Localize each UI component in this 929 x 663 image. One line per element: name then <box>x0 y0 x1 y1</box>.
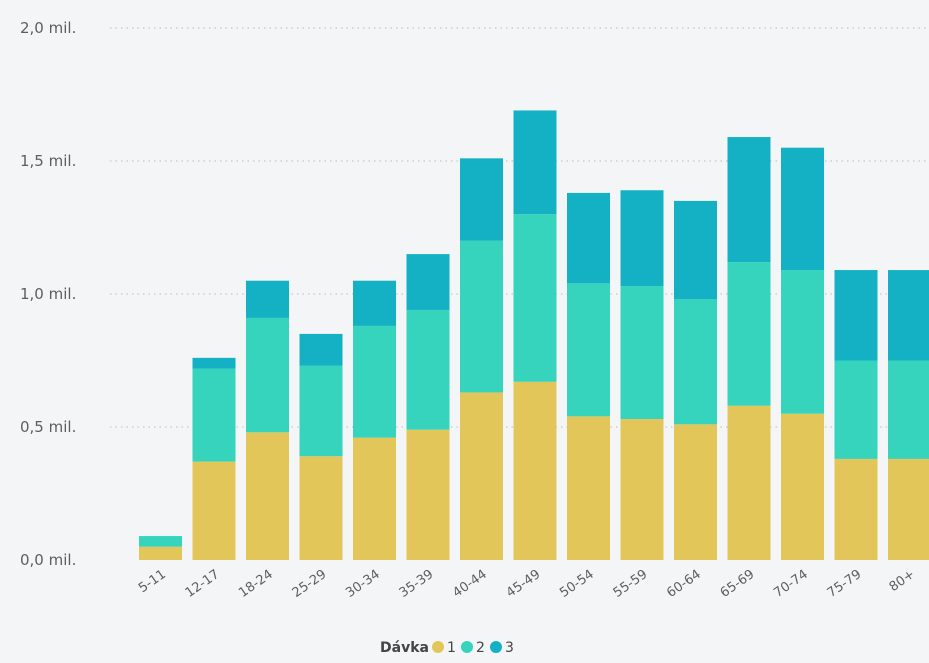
x-tick-label: 70-74 <box>771 567 811 601</box>
bar-segment-dose-2 <box>299 365 343 457</box>
legend-marker-dose-3 <box>490 641 502 653</box>
bar-segment-dose-1 <box>513 381 557 560</box>
bar-segment-dose-2 <box>139 536 182 547</box>
bar-segment-dose-2 <box>781 270 824 414</box>
x-axis-ticks: 5-11 12-17 18-24 25-29 30-34 35-39 40-44 45-49 5… <box>136 567 918 601</box>
x-tick-label: 40-44 <box>450 567 490 601</box>
bar-segment-dose-3 <box>460 158 503 241</box>
bar-segment-dose-2 <box>620 286 664 420</box>
bar-segment-dose-3 <box>246 280 289 318</box>
x-tick-label: 80+ <box>887 567 918 595</box>
bar-segment-dose-2 <box>353 325 396 438</box>
legend-marker-dose-1 <box>432 641 444 653</box>
x-tick-label: 18-24 <box>236 567 276 601</box>
bar-segment-dose-1 <box>460 392 503 560</box>
bar-segment-dose-2 <box>888 360 929 459</box>
legend-label-dose-2: 2 <box>476 640 485 656</box>
legend-label-dose-1: 1 <box>447 640 456 656</box>
bar-segment-dose-1 <box>353 437 396 560</box>
legend-marker-dose-2 <box>461 641 473 653</box>
y-tick-label: 0,0 mil. <box>20 551 76 569</box>
bar-segment-dose-2 <box>460 240 503 393</box>
bar-segment-dose-1 <box>727 405 771 560</box>
bar-segment-dose-3 <box>353 280 396 326</box>
bar-segment-dose-1 <box>888 458 929 560</box>
bar-segment-dose-2 <box>727 262 771 406</box>
bar-segment-dose-3 <box>781 147 824 271</box>
y-axis-ticks: 0,0 mil. 0,5 mil. 1,0 mil. 1,5 mil. 2,0 mil. <box>20 19 76 569</box>
bar-segment-dose-3 <box>567 192 610 284</box>
bar-segment-dose-3 <box>620 190 664 287</box>
bar-segment-dose-3 <box>727 137 771 263</box>
bar-segment-dose-1 <box>674 424 717 560</box>
x-tick-label: 55-59 <box>611 567 651 601</box>
bar-segment-dose-3 <box>513 110 557 215</box>
bar-segment-dose-1 <box>139 546 182 560</box>
bar-segment-dose-1 <box>406 429 450 560</box>
x-tick-label: 5-11 <box>136 567 169 596</box>
x-tick-label: 75-79 <box>825 567 865 601</box>
y-tick-label: 1,0 mil. <box>20 285 76 303</box>
x-tick-label: 25-29 <box>290 567 330 601</box>
bars <box>139 110 929 560</box>
bar-segment-dose-2 <box>513 214 557 382</box>
bar-segment-dose-3 <box>834 270 878 361</box>
bar-segment-dose-2 <box>246 317 289 433</box>
x-tick-label: 35-39 <box>397 567 437 601</box>
x-tick-label: 50-54 <box>557 567 597 601</box>
x-tick-label: 60-64 <box>664 567 704 601</box>
y-tick-label: 2,0 mil. <box>20 19 76 37</box>
y-tick-label: 0,5 mil. <box>20 418 76 436</box>
bar-segment-dose-1 <box>299 456 343 560</box>
bar-segment-dose-1 <box>567 416 610 560</box>
bar-segment-dose-1 <box>781 413 824 560</box>
bar-segment-dose-3 <box>674 200 717 300</box>
bar-segment-dose-1 <box>192 461 236 560</box>
bar-segment-dose-1 <box>246 432 289 560</box>
bar-segment-dose-3 <box>406 254 450 310</box>
x-tick-label: 65-69 <box>718 567 758 601</box>
bar-segment-dose-1 <box>620 419 664 560</box>
bar-segment-dose-2 <box>567 283 610 417</box>
x-tick-label: 30-34 <box>343 567 383 601</box>
bar-segment-dose-2 <box>674 299 717 425</box>
bar-segment-dose-3 <box>192 357 236 369</box>
y-tick-label: 1,5 mil. <box>20 152 76 170</box>
legend: Dávka 1 2 3 <box>380 640 514 656</box>
x-tick-label: 12-17 <box>183 567 223 601</box>
bar-segment-dose-2 <box>834 360 878 459</box>
legend-title: Dávka <box>380 640 429 656</box>
bar-segment-dose-2 <box>192 368 236 462</box>
bar-segment-dose-3 <box>299 333 343 366</box>
bar-segment-dose-3 <box>888 270 929 361</box>
bar-segment-dose-2 <box>406 309 450 430</box>
legend-label-dose-3: 3 <box>505 640 514 656</box>
bar-segment-dose-1 <box>834 458 878 560</box>
x-tick-label: 45-49 <box>504 567 544 601</box>
